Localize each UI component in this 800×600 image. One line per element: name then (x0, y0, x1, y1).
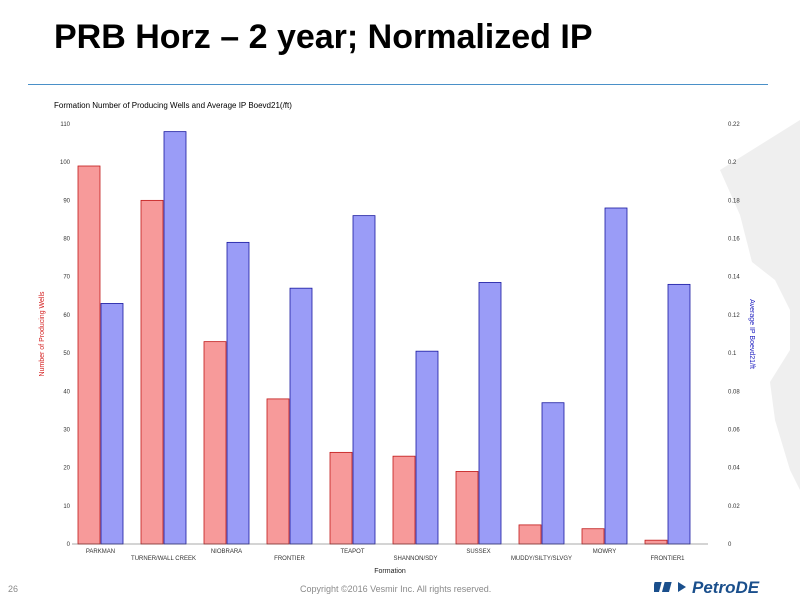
bar-average-ip (352, 215, 376, 545)
logo-text-de: DE (735, 578, 759, 597)
right-tick-label: 0.18 (728, 198, 740, 204)
category-label: NIOBRARA (211, 549, 242, 555)
left-tick-label: 70 (63, 275, 70, 281)
slide-title: PRB Horz – 2 year; Normalized IP (54, 18, 593, 56)
left-tick-label: 0 (67, 542, 71, 548)
category-label: FRONTIER1 (650, 556, 685, 562)
left-tick-label: 60 (63, 313, 70, 319)
bar-chart: 0 10 20 30 40 50 60 70 80 90 100 110 0 0.02 0.04 0.06 0.… (39, 122, 755, 575)
bar-producing-wells (518, 524, 542, 545)
category-label: PARKMAN (86, 549, 115, 555)
left-tick-label: 30 (63, 427, 70, 433)
right-tick-label: 0.14 (728, 275, 740, 281)
right-tick-label: 0.02 (728, 504, 740, 510)
logo-mark-icon (654, 582, 686, 592)
petrode-logo: PetroDE (654, 578, 760, 597)
category-label: SUSSEX (466, 549, 490, 555)
left-tick-label: 10 (63, 504, 70, 510)
bar-average-ip (541, 402, 565, 545)
title-divider (28, 84, 768, 85)
left-tick-label: 110 (60, 122, 70, 128)
right-tick-label: 0.06 (728, 427, 740, 433)
bar-producing-wells (455, 471, 479, 545)
left-tick-label: 100 (60, 160, 71, 166)
svg-text:PetroDE: PetroDE (692, 578, 760, 597)
category-label: MUDDY/SILTY/SLVGY (511, 556, 572, 562)
category-label: SHANNON/SDY (393, 556, 437, 562)
left-tick-label: 40 (63, 389, 70, 395)
right-axis-title: Average IP Boevd21/ft (748, 299, 755, 369)
left-tick-label: 90 (63, 198, 70, 204)
bar-producing-wells (77, 165, 101, 545)
bar-average-ip (478, 282, 502, 545)
bar-average-ip (604, 207, 628, 545)
bar-producing-wells (644, 539, 668, 545)
right-tick-label: 0.1 (728, 351, 737, 357)
bar-producing-wells (581, 528, 605, 545)
chart-title: Formation Number of Producing Wells and … (54, 101, 292, 110)
bar-producing-wells (203, 341, 227, 545)
category-label: FRONTIER (274, 556, 305, 562)
bar-average-ip (163, 131, 187, 545)
right-tick-label: 0.2 (728, 160, 737, 166)
right-tick-label: 0 (728, 542, 732, 548)
bar-producing-wells (266, 398, 290, 545)
right-tick-label: 0.04 (728, 466, 740, 472)
page-number: 26 (8, 584, 19, 594)
left-axis-title: Number of Producing Wells (39, 291, 46, 377)
right-tick-label: 0.22 (728, 122, 740, 128)
right-tick-label: 0.08 (728, 389, 740, 395)
category-label: TEAPOT (340, 549, 364, 555)
bar-producing-wells (140, 199, 164, 545)
left-tick-label: 80 (63, 237, 70, 243)
copyright-notice: Copyright ©2016 Vesmir Inc. All rights r… (300, 584, 492, 594)
right-tick-label: 0.16 (728, 237, 740, 243)
category-label: MOWRY (593, 549, 617, 555)
bar-average-ip (415, 350, 439, 545)
x-axis-title: Formation (374, 568, 406, 575)
bar-producing-wells (392, 455, 416, 545)
bar-average-ip (100, 303, 124, 545)
left-tick-label: 50 (63, 351, 70, 357)
bar-average-ip (226, 241, 250, 545)
right-tick-label: 0.12 (728, 313, 740, 319)
bar-average-ip (289, 287, 313, 545)
bar-average-ip (667, 283, 691, 545)
category-label: TURNER/WALL CREEK (131, 556, 196, 562)
left-tick-label: 20 (63, 466, 70, 472)
bar-producing-wells (329, 451, 353, 545)
logo-text-petro: Petro (692, 578, 735, 597)
